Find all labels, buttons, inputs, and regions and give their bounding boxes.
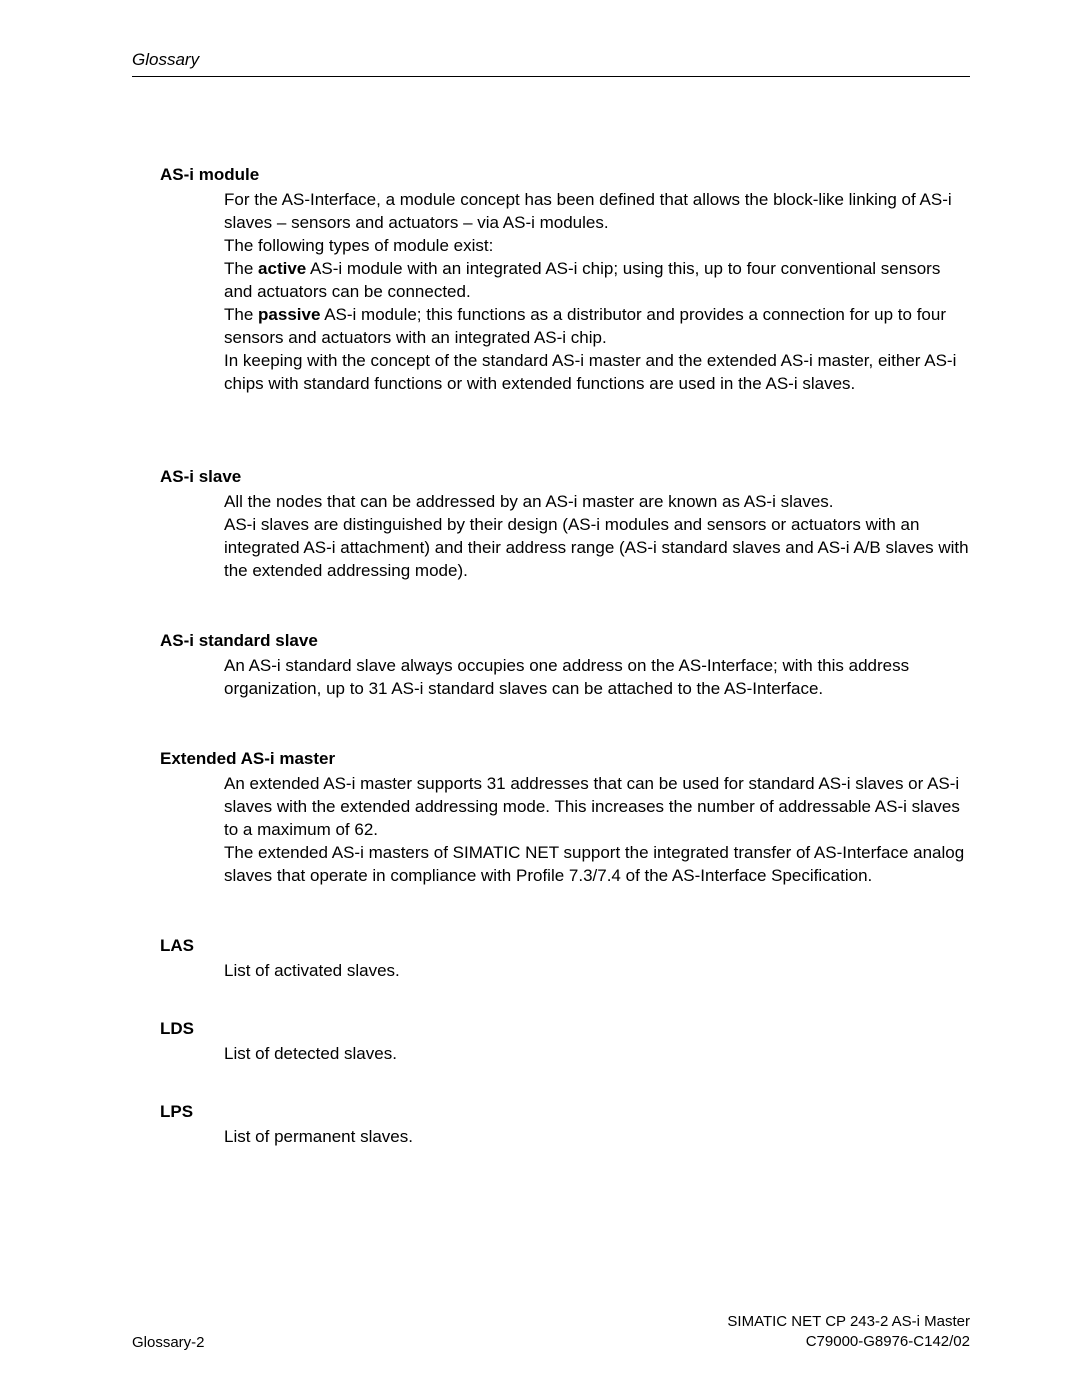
glossary-entry: AS-i slave All the nodes that can be add… bbox=[160, 467, 970, 583]
definition-body: An AS-i standard slave always occupies o… bbox=[224, 655, 970, 701]
page-container: Glossary AS-i module For the AS-Interfac… bbox=[0, 0, 1080, 1149]
definition-text: The active AS-i module with an integrate… bbox=[224, 258, 970, 304]
term-heading: LPS bbox=[160, 1102, 970, 1122]
term-heading: AS-i module bbox=[160, 165, 970, 185]
footer-doc-title: SIMATIC NET CP 243-2 AS-i Master bbox=[727, 1312, 970, 1332]
definition-text: For the AS-Interface, a module concept h… bbox=[224, 189, 970, 235]
definition-body: An extended AS-i master supports 31 addr… bbox=[224, 773, 970, 888]
definition-text: List of activated slaves. bbox=[224, 960, 970, 983]
definition-body: List of activated slaves. bbox=[224, 960, 970, 983]
footer-page-number: Glossary-2 bbox=[132, 1334, 205, 1351]
definition-body: List of detected slaves. bbox=[224, 1043, 970, 1066]
bold-text: passive bbox=[258, 305, 320, 324]
text-run: The bbox=[224, 305, 258, 324]
page-footer: Glossary-2 SIMATIC NET CP 243-2 AS-i Mas… bbox=[132, 1312, 970, 1351]
definition-body: List of permanent slaves. bbox=[224, 1126, 970, 1149]
text-run: AS-i module; this functions as a distrib… bbox=[224, 305, 946, 347]
term-heading: AS-i standard slave bbox=[160, 631, 970, 651]
term-heading: LDS bbox=[160, 1019, 970, 1039]
term-heading: LAS bbox=[160, 936, 970, 956]
footer-doc-info: SIMATIC NET CP 243-2 AS-i Master C79000-… bbox=[727, 1312, 970, 1351]
header-rule bbox=[132, 76, 970, 77]
text-run: AS-i module with an integrated AS-i chip… bbox=[224, 259, 940, 301]
definition-text: In keeping with the concept of the stand… bbox=[224, 350, 970, 396]
glossary-entry: LDS List of detected slaves. bbox=[160, 1019, 970, 1066]
term-heading: Extended AS-i master bbox=[160, 749, 970, 769]
footer-doc-id: C79000-G8976-C142/02 bbox=[727, 1332, 970, 1352]
definition-text: All the nodes that can be addressed by a… bbox=[224, 491, 970, 514]
text-run: The bbox=[224, 259, 258, 278]
definition-text: The extended AS-i masters of SIMATIC NET… bbox=[224, 842, 970, 888]
bold-text: active bbox=[258, 259, 306, 278]
term-heading: AS-i slave bbox=[160, 467, 970, 487]
definition-body: For the AS-Interface, a module concept h… bbox=[224, 189, 970, 395]
glossary-entry: AS-i module For the AS-Interface, a modu… bbox=[160, 165, 970, 395]
definition-text: An extended AS-i master supports 31 addr… bbox=[224, 773, 970, 842]
definition-text: The following types of module exist: bbox=[224, 235, 970, 258]
glossary-entry: LAS List of activated slaves. bbox=[160, 936, 970, 983]
definition-text: List of detected slaves. bbox=[224, 1043, 970, 1066]
content-area: AS-i module For the AS-Interface, a modu… bbox=[160, 83, 970, 1149]
glossary-entry: AS-i standard slave An AS-i standard sla… bbox=[160, 631, 970, 701]
header-title: Glossary bbox=[132, 50, 970, 70]
glossary-entry: Extended AS-i master An extended AS-i ma… bbox=[160, 749, 970, 888]
page-header: Glossary bbox=[160, 50, 970, 77]
definition-text: List of permanent slaves. bbox=[224, 1126, 970, 1149]
definition-text: The passive AS-i module; this functions … bbox=[224, 304, 970, 350]
definition-text: AS-i slaves are distinguished by their d… bbox=[224, 514, 970, 583]
definition-body: All the nodes that can be addressed by a… bbox=[224, 491, 970, 583]
definition-text: An AS-i standard slave always occupies o… bbox=[224, 655, 970, 701]
glossary-entry: LPS List of permanent slaves. bbox=[160, 1102, 970, 1149]
